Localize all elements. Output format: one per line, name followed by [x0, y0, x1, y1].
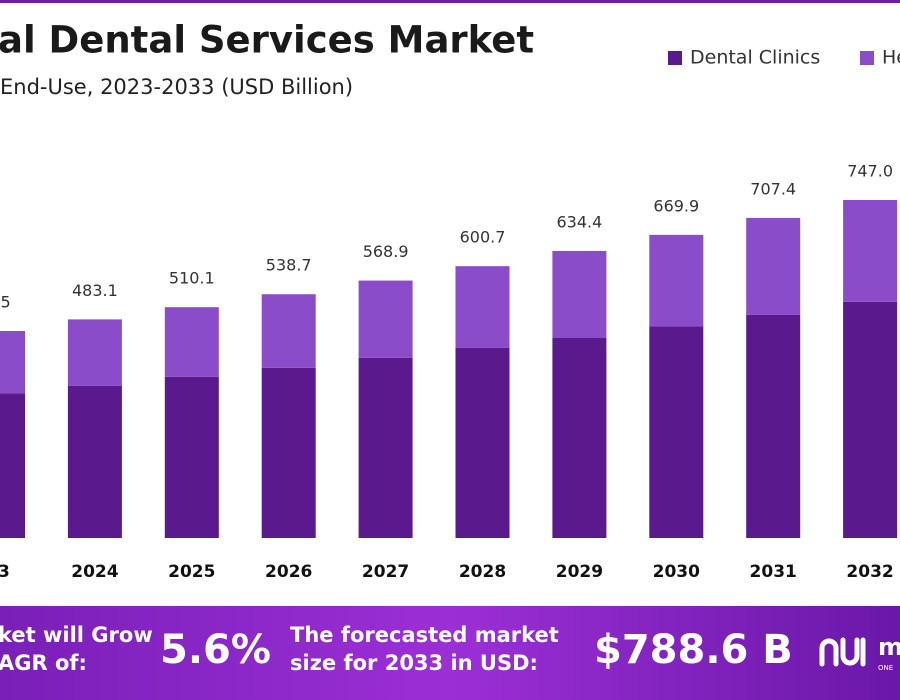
x-tick-label: 2030	[653, 562, 700, 582]
x-tick-label: 2028	[459, 562, 506, 582]
x-tick-label: 2029	[556, 562, 603, 582]
logo: m	[878, 633, 900, 661]
banner	[0, 606, 900, 700]
total-label: 600.7	[460, 228, 506, 247]
bar-segment	[0, 393, 25, 538]
bar-segment	[455, 266, 510, 348]
logo-icon	[819, 637, 866, 667]
legend-label: Dental Clinics	[690, 47, 820, 69]
total-label: 669.9	[653, 196, 699, 215]
x-tick-label: 2031	[750, 562, 797, 582]
banner-text: AGR of:	[0, 651, 87, 675]
bar-segment	[552, 250, 607, 338]
bar-segment	[843, 301, 898, 538]
x-tick-label: 2027	[362, 562, 409, 582]
bar-segment	[358, 280, 413, 358]
legend-swatch	[860, 51, 874, 65]
total-label: 483.1	[72, 281, 118, 300]
x-tick-label: 2032	[846, 562, 893, 582]
total-label: 7.5	[0, 292, 11, 311]
bar-segment	[261, 367, 316, 538]
bar-segment	[164, 307, 219, 377]
top-border	[0, 0, 900, 3]
bar-segment	[358, 357, 413, 538]
forecast: $788.6 B	[594, 627, 793, 673]
banner-text: ket will Grow	[0, 623, 153, 647]
total-label: 538.7	[266, 256, 312, 275]
bar-segment	[649, 234, 704, 327]
x-tick-label: 2024	[71, 562, 118, 582]
chart-title: al Dental Services Market	[0, 19, 534, 62]
total-label: 568.9	[363, 242, 409, 261]
bar-segment	[843, 199, 898, 302]
legend-swatch	[668, 51, 682, 65]
banner-text: The forecasted market	[290, 623, 559, 647]
bar-segment	[261, 294, 316, 368]
bar-segment	[67, 385, 122, 538]
x-tick-label: 2026	[265, 562, 312, 582]
bar-segment	[649, 326, 704, 538]
total-label: 707.4	[750, 179, 796, 198]
x-tick-label: 2025	[168, 562, 215, 582]
total-label: 510.1	[169, 269, 215, 288]
bar-segment	[746, 217, 801, 315]
logo-sub: ONE	[878, 664, 893, 672]
bar-segment	[455, 347, 510, 538]
bar-segment	[552, 337, 607, 538]
bar-segment	[746, 314, 801, 538]
chart-subtitle: End-Use, 2023-2033 (USD Billion)	[0, 75, 353, 99]
total-label: 634.4	[556, 212, 602, 231]
bar-segment	[0, 330, 25, 394]
bar-segment	[67, 319, 122, 386]
total-label: 747.0	[847, 161, 893, 180]
x-tick-label: 23	[0, 562, 10, 582]
legend-label: He	[882, 47, 900, 69]
banner-text: size for 2033 in USD:	[290, 651, 538, 675]
bar-segment	[164, 376, 219, 538]
cagr: 5.6%	[160, 627, 271, 673]
